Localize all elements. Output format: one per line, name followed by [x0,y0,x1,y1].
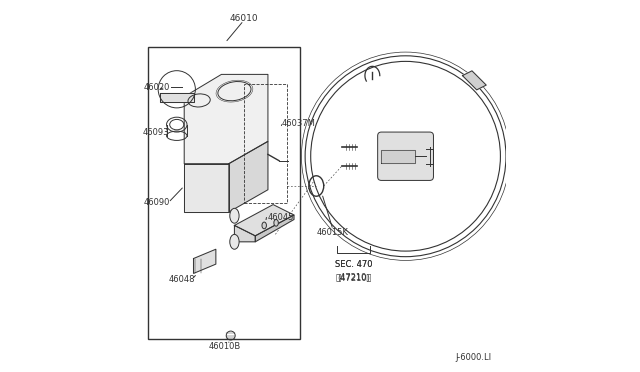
Polygon shape [463,71,486,90]
Text: (47210): (47210) [337,274,370,283]
Text: 46020: 46020 [143,83,170,92]
Polygon shape [234,225,255,242]
Ellipse shape [262,222,266,229]
Text: SEC. 470: SEC. 470 [335,260,372,269]
Text: 46093: 46093 [143,128,170,137]
Text: J-6000.LI: J-6000.LI [455,353,491,362]
Bar [148,46,300,339]
Text: 46045: 46045 [268,213,294,222]
Polygon shape [184,74,268,164]
Polygon shape [184,164,229,212]
Text: 46048: 46048 [169,275,196,284]
Polygon shape [160,93,193,102]
Polygon shape [381,150,415,163]
Text: SEC. 470: SEC. 470 [335,260,372,269]
Text: 46010: 46010 [229,14,258,23]
Polygon shape [193,249,216,273]
Ellipse shape [274,219,278,226]
Bar [244,84,287,203]
Text: 46037M: 46037M [282,119,316,128]
Ellipse shape [230,234,239,249]
Text: 46090: 46090 [143,198,170,207]
Text: ぇ47210ら: ぇ47210ら [335,273,372,282]
Text: 46015K: 46015K [317,228,349,237]
Ellipse shape [230,208,239,223]
FancyBboxPatch shape [378,132,433,180]
Text: 46010B: 46010B [209,342,241,351]
Polygon shape [255,215,294,242]
Polygon shape [229,141,268,212]
Polygon shape [234,205,294,236]
